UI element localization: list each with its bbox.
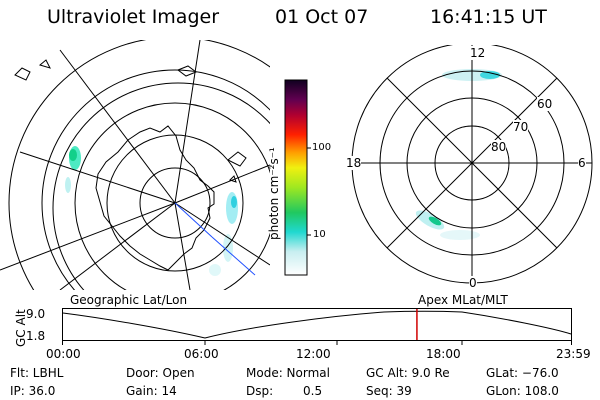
ip-status: IP: 36.0 (10, 384, 56, 398)
altitude-curve (62, 310, 572, 339)
geo-caption: Geographic Lat/Lon (70, 293, 188, 307)
timeline-ytick-min: 1.8 (26, 329, 46, 343)
xtick-0600: 06:00 (184, 347, 219, 361)
colorbar-tick-10: 10 (313, 229, 326, 240)
aurora-emission-polar (415, 69, 502, 240)
antarctica-coastline (95, 125, 215, 271)
aurora-emission-geo (65, 146, 238, 276)
colorbar-unit-label: photon cm⁻²s⁻¹ (267, 147, 281, 240)
gc-alt-status: GC Alt: 9.0 Re (366, 366, 450, 380)
door-status: Door: Open (126, 366, 195, 380)
lat-label-60: 60 (537, 97, 553, 111)
coastline-fragments (14, 59, 247, 183)
seq-status: Seq: 39 (366, 384, 412, 398)
xtick-1200: 12:00 (296, 347, 331, 361)
glon-status: GLon: 108.0 (486, 384, 559, 398)
gain-status: Gain: 14 (126, 384, 177, 398)
filter-status: Flt: LBHL (10, 366, 64, 380)
dsp-label: Dsp: (246, 384, 274, 398)
colorbar-tick-100: 100 (312, 142, 332, 153)
sun-vector (174, 202, 213, 238)
mlt-label-18: 18 (346, 156, 362, 170)
mlt-label-0: 0 (469, 276, 477, 290)
xtick-1800: 18:00 (426, 347, 461, 361)
mlt-label-12: 12 (469, 46, 487, 60)
glat-status: GLat: −76.0 (486, 366, 559, 380)
mode-status: Mode: Normal (246, 366, 330, 380)
timeline-ticks (62, 341, 572, 345)
mlt-label-6: 6 (578, 156, 586, 170)
xtick-2359: 23:59 (556, 347, 591, 361)
apex-caption: Apex MLat/MLT (418, 293, 508, 307)
instrument-title: Ultraviolet Imager (47, 6, 220, 28)
polar-mlt-plot[interactable] (340, 45, 600, 290)
longitude-grid (0, 40, 270, 290)
colorbar (284, 79, 311, 276)
mlt-grid (352, 45, 592, 283)
earth-disk (52, 82, 270, 290)
time-label: 16:41:15 UT (430, 6, 547, 28)
date-label: 01 Oct 07 (275, 6, 369, 28)
timeline-frame (62, 308, 572, 341)
lat-label-70: 70 (513, 120, 529, 134)
dsp-value: 0.5 (303, 384, 323, 398)
altitude-timeline[interactable] (62, 308, 574, 346)
xtick-0000: 00:00 (46, 347, 81, 361)
lat-label-80: 80 (491, 140, 507, 154)
geographic-map[interactable] (0, 40, 270, 290)
timeline-ytick-max: 9.0 (26, 307, 46, 321)
